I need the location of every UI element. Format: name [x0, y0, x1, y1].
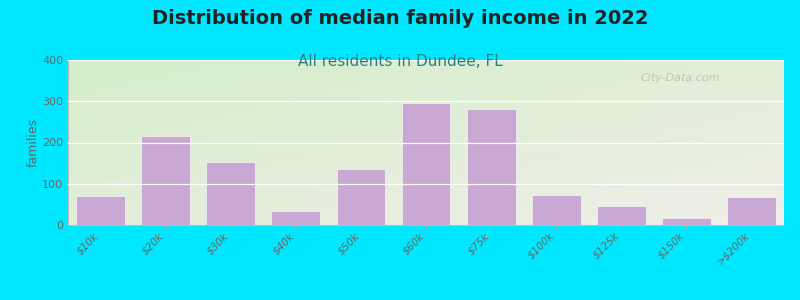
Bar — [76, 196, 125, 225]
Bar — [662, 218, 710, 225]
Text: All residents in Dundee, FL: All residents in Dundee, FL — [298, 54, 502, 69]
Bar — [597, 206, 646, 225]
Bar — [532, 195, 581, 225]
Bar — [466, 109, 515, 225]
Bar — [337, 169, 386, 225]
Bar — [402, 103, 450, 225]
Text: City-Data.com: City-Data.com — [641, 73, 720, 83]
Y-axis label: families: families — [26, 118, 39, 167]
Bar — [271, 211, 320, 225]
Bar — [727, 197, 776, 225]
Text: Distribution of median family income in 2022: Distribution of median family income in … — [152, 9, 648, 28]
Bar — [142, 136, 190, 225]
Bar — [206, 162, 255, 225]
